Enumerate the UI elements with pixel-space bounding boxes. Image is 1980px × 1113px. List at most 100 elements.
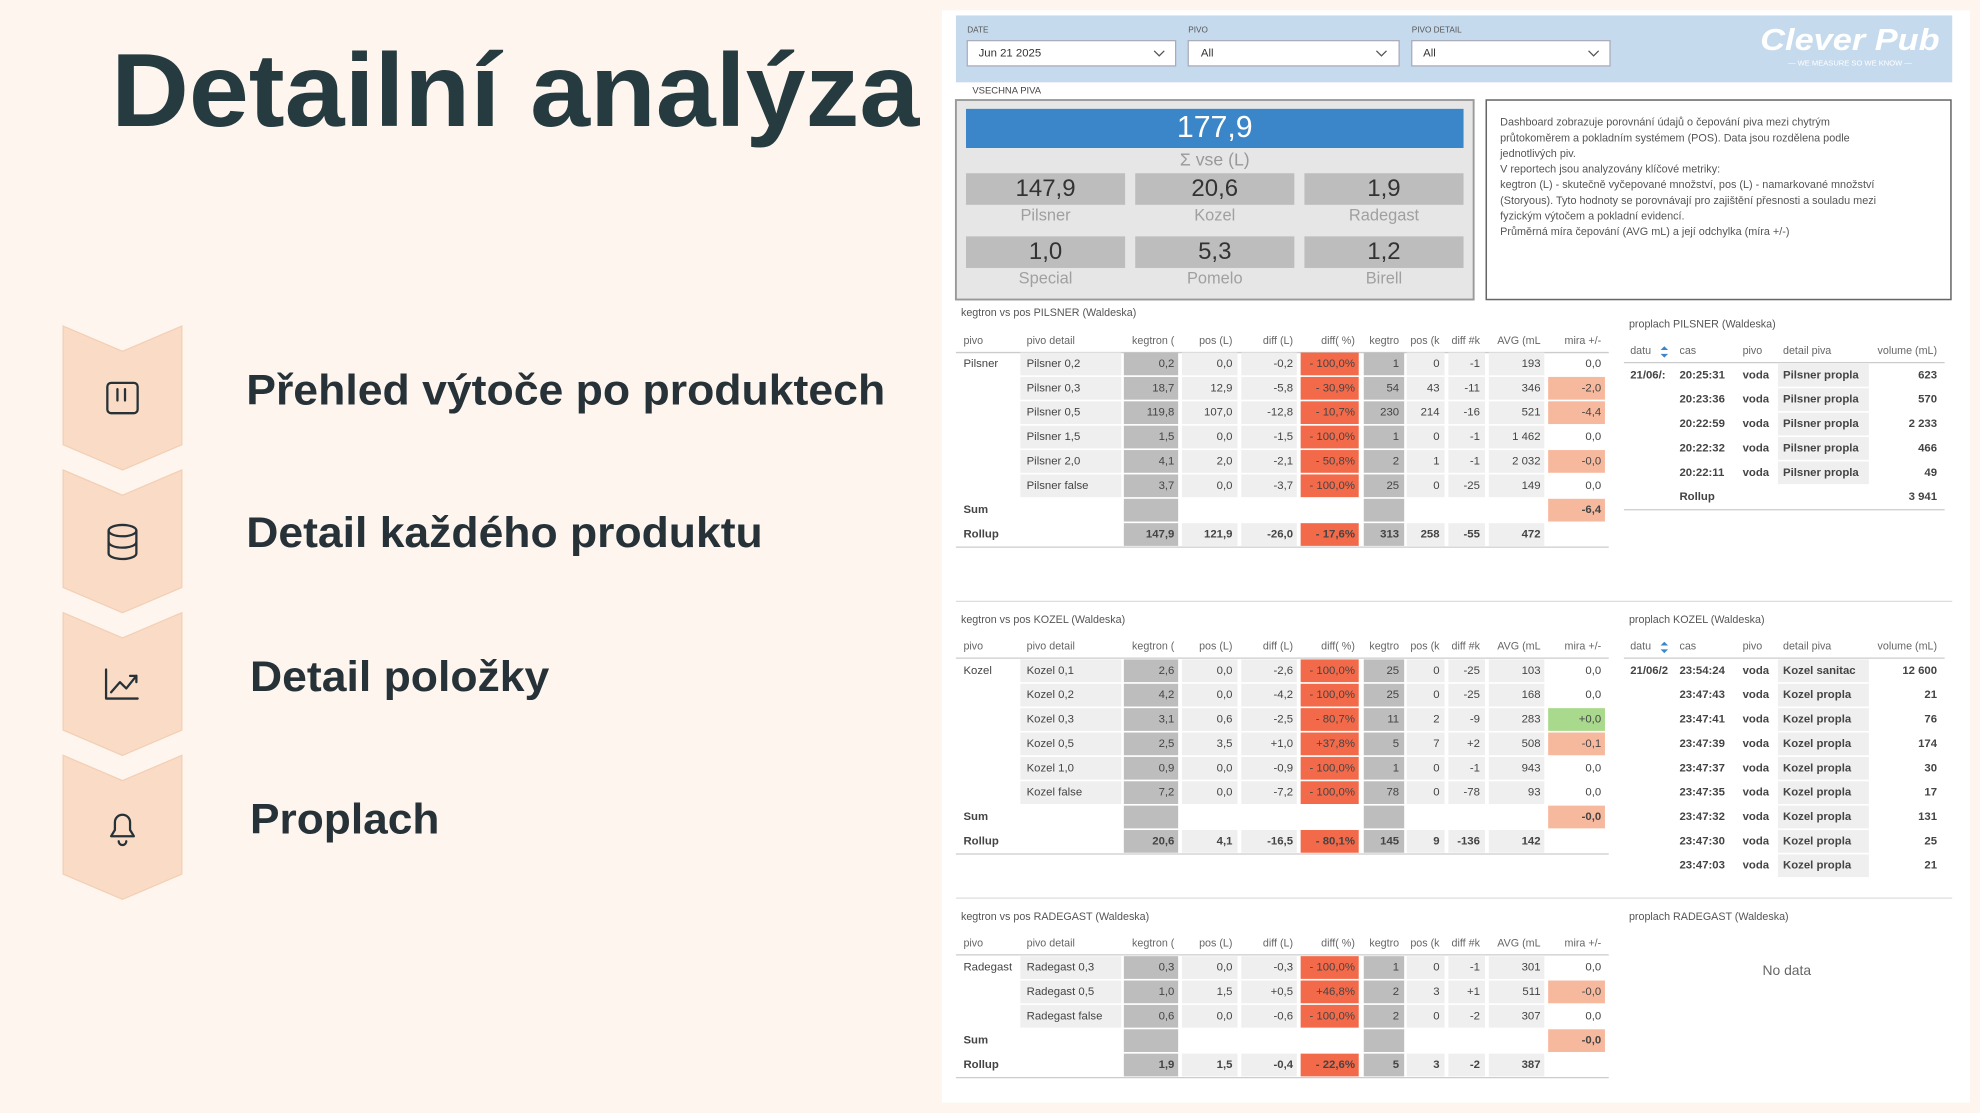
cell-background xyxy=(1020,980,1122,1004)
cell-background xyxy=(1300,980,1359,1004)
table-cell: Pilsner 0,5 xyxy=(1027,407,1081,419)
table-cell: 21/06/: xyxy=(1630,369,1665,381)
cell-background xyxy=(1448,425,1485,449)
kpi-card xyxy=(1135,236,1295,268)
cell-background xyxy=(1777,412,1869,436)
kpi-card-label: Radegast xyxy=(1349,207,1420,225)
filter-dropdown[interactable]: Jun 21 2025 xyxy=(966,40,1177,67)
cell-background xyxy=(1363,352,1405,376)
cell-background xyxy=(1448,732,1485,756)
table-cell: voda xyxy=(1743,835,1770,847)
column-header: mira +/- xyxy=(1565,937,1602,949)
table-cell: 623 xyxy=(1918,369,1937,381)
cell-background xyxy=(1448,956,1485,979)
logo: Clever Pub xyxy=(1760,24,1939,57)
column-header: pos (k xyxy=(1410,335,1440,347)
table-cell: Kozel propla xyxy=(1783,787,1852,799)
cell-background xyxy=(1406,401,1445,425)
cell-background xyxy=(1777,659,1869,683)
table-cell: 20:25:31 xyxy=(1679,369,1724,381)
table-cell: Rollup xyxy=(963,529,998,541)
table-cell: -16 xyxy=(1464,407,1480,419)
table-cell: 472 xyxy=(1522,529,1541,541)
kpi-card xyxy=(966,173,1126,205)
filter-dropdown[interactable]: All xyxy=(1187,40,1400,67)
cell-background xyxy=(1181,474,1238,498)
cell-background xyxy=(1181,980,1238,1004)
table-cell: 0,3 xyxy=(1159,962,1175,974)
kpi-card-value: 20,6 xyxy=(1191,175,1238,202)
cell-background xyxy=(1363,425,1405,449)
cell-background xyxy=(1548,732,1605,756)
cell-background xyxy=(1020,732,1122,756)
slide-item: Přehled výtoče po produktech xyxy=(246,366,885,414)
column-header: cas xyxy=(1679,345,1696,357)
table-cell: 103 xyxy=(1522,665,1541,677)
table-cell: Pilsner 0,3 xyxy=(1027,382,1081,394)
table-cell: 0 xyxy=(1433,1010,1439,1022)
cell-background xyxy=(1488,523,1545,546)
slide-item: Proplach xyxy=(250,796,439,844)
cell-background xyxy=(1181,450,1238,473)
table-cell: 168 xyxy=(1522,689,1541,701)
kpi-card-label: Kozel xyxy=(1194,207,1235,225)
table-cell: - 100,0% xyxy=(1309,665,1354,677)
table-cell: - 100,0% xyxy=(1309,689,1354,701)
table-cell: 23:47:43 xyxy=(1679,689,1724,701)
cell-background xyxy=(1241,659,1297,683)
cell-background xyxy=(1777,461,1869,485)
cell-background xyxy=(1300,756,1359,780)
cell-background xyxy=(1777,708,1869,731)
cell-background xyxy=(1123,1029,1179,1053)
table-cell: voda xyxy=(1743,860,1770,872)
cell-background xyxy=(1363,474,1405,498)
table-cell: 0 xyxy=(1433,480,1439,492)
table-cell: -16,5 xyxy=(1267,835,1293,847)
table-cell: 0,0 xyxy=(1217,665,1233,677)
filter-value[interactable]: All xyxy=(1423,47,1436,59)
table-cell: 9 xyxy=(1433,835,1439,847)
kpi-card-label: Pilsner xyxy=(1020,207,1071,225)
kpi-card-label: Pomelo xyxy=(1187,270,1243,288)
column-header: pos (k xyxy=(1410,937,1440,949)
table-cell: 20:22:59 xyxy=(1679,418,1724,430)
table-cell: Kozel propla xyxy=(1783,714,1852,726)
table-cell: 49 xyxy=(1924,467,1937,479)
cell-background xyxy=(1241,1053,1297,1077)
kpi-card xyxy=(966,236,1126,268)
column-header: diff #k xyxy=(1452,641,1481,653)
table-cell: voda xyxy=(1743,467,1770,479)
table-cell: -2 xyxy=(1470,1010,1480,1022)
cell-background xyxy=(1300,659,1359,683)
cell-background xyxy=(1406,732,1445,756)
filter-value[interactable]: All xyxy=(1201,47,1214,59)
cell-background xyxy=(1406,1053,1445,1077)
cell-background xyxy=(1241,732,1297,756)
table-cell: -25 xyxy=(1464,689,1480,701)
table-cell: 25 xyxy=(1386,689,1399,701)
table-cell: 2 233 xyxy=(1909,418,1937,430)
column-header: pivo xyxy=(963,335,983,347)
cell-background xyxy=(1300,683,1359,707)
cell-background xyxy=(1241,474,1297,498)
table-cell: -9 xyxy=(1470,714,1480,726)
table-cell: -1 xyxy=(1470,358,1480,370)
table-cell: voda xyxy=(1743,369,1770,381)
cell-background xyxy=(1181,956,1238,979)
column-header: diff (L) xyxy=(1263,641,1293,653)
filter-dropdown[interactable]: All xyxy=(1411,40,1611,67)
table-cell: 283 xyxy=(1522,714,1541,726)
cell-background xyxy=(1363,401,1405,425)
cell-background xyxy=(1363,1029,1405,1053)
table-cell: 307 xyxy=(1522,1010,1541,1022)
table-cell: 2 xyxy=(1433,714,1439,726)
column-header: kegtro xyxy=(1369,335,1399,347)
filter-value[interactable]: Jun 21 2025 xyxy=(979,47,1042,59)
table-cell: Kozel propla xyxy=(1783,860,1852,872)
cell-background xyxy=(1300,523,1359,546)
table-cell: 0,0 xyxy=(1585,1010,1601,1022)
description-line: V reportech jsou analyzovány klíčové met… xyxy=(1500,164,1720,176)
cell-background xyxy=(1488,956,1545,979)
table-cell: -25 xyxy=(1464,480,1480,492)
section-label: VSECHNA PIVA xyxy=(972,86,1041,97)
